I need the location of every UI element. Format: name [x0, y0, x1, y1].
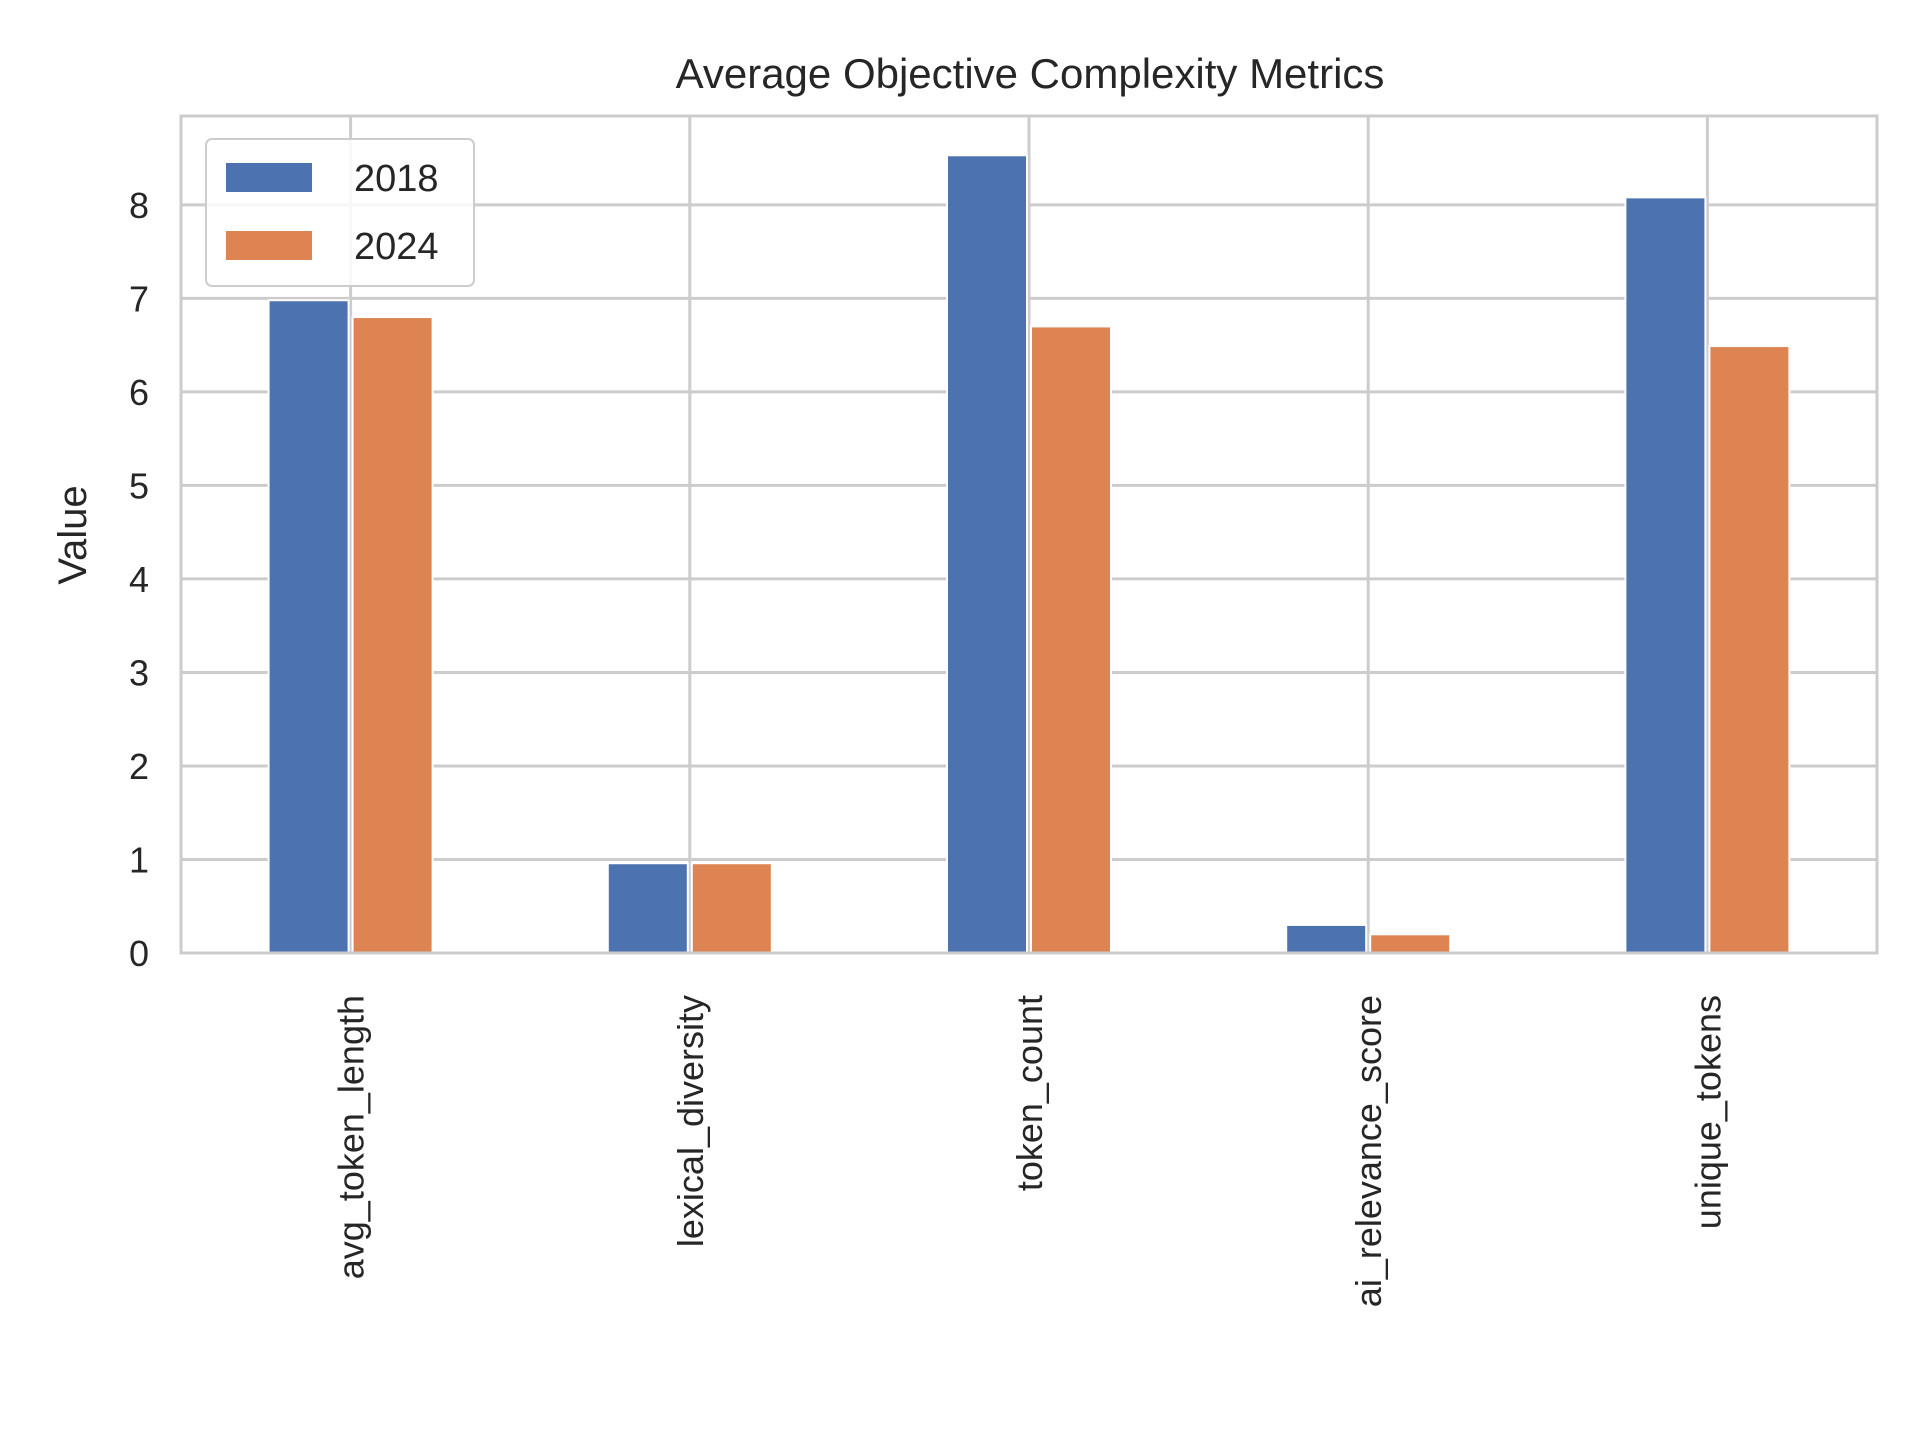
y-tick-label: 0	[129, 933, 149, 974]
y-tick-label: 6	[129, 372, 149, 413]
legend-swatch-2024	[226, 231, 312, 260]
bars	[267, 154, 1791, 955]
legend-swatch-2018	[226, 163, 312, 192]
x-tick-labels: avg_token_length lexical_diversity token_c…	[331, 995, 1729, 1307]
bar-2018-lexical_diversity	[606, 862, 689, 955]
x-tick-label: token_count	[1009, 995, 1050, 1191]
x-tick-label: unique_tokens	[1687, 995, 1728, 1229]
bar-2024-avg_token_length	[351, 316, 434, 955]
y-tick-label: 4	[129, 559, 149, 600]
y-axis-label: Value	[51, 485, 95, 584]
y-tick-label: 1	[129, 839, 149, 880]
bar-2024-unique_tokens	[1708, 345, 1791, 954]
bar-2018-token_count	[946, 154, 1028, 955]
x-tick-label: lexical_diversity	[670, 995, 711, 1247]
bar-2018-ai_relevance_score	[1285, 923, 1368, 955]
bar-2024-lexical_diversity	[690, 862, 773, 955]
legend-label-2018: 2018	[354, 158, 439, 200]
chart-title: Average Objective Complexity Metrics	[676, 50, 1385, 97]
y-tick-labels: 0 1 2 3 4 5 6 7 8	[129, 185, 149, 974]
y-tick-label: 3	[129, 652, 149, 693]
x-tick-label: avg_token_length	[331, 995, 372, 1279]
y-tick-label: 2	[129, 746, 149, 787]
legend-label-2024: 2024	[354, 226, 439, 268]
y-tick-label: 8	[129, 185, 149, 226]
y-tick-label: 7	[129, 278, 149, 319]
x-tick-label: ai_relevance_score	[1348, 995, 1389, 1307]
legend: 2018 2024	[205, 138, 475, 287]
plot-frame	[179, 114, 1879, 955]
y-tick-label: 5	[129, 465, 149, 506]
bar-2024-ai_relevance_score	[1369, 933, 1452, 954]
bar-2024-token_count	[1030, 325, 1112, 954]
bar-2018-unique_tokens	[1624, 196, 1707, 955]
bar-2018-avg_token_length	[267, 299, 350, 954]
